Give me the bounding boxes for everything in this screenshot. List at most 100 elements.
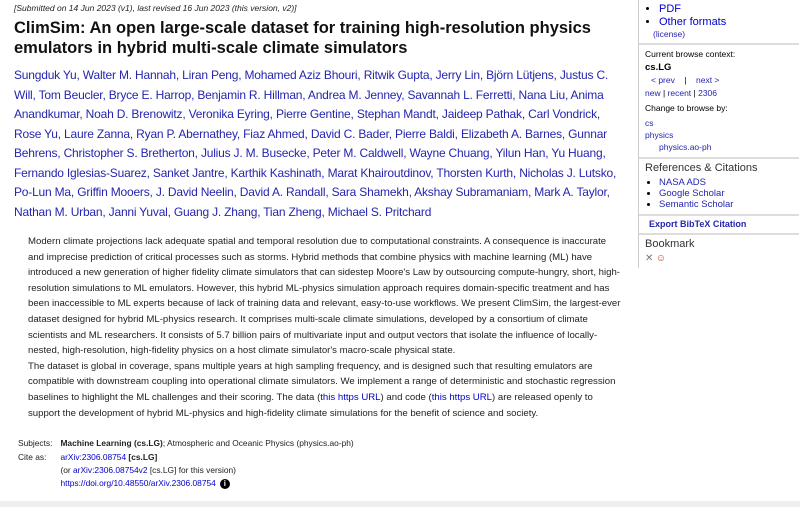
paper-title: ClimSim: An open large-scale dataset for… (14, 19, 591, 57)
author-link[interactable]: Tom Beucler (38, 87, 103, 102)
browse-context-box: Current browse context: cs.LG < prev | n… (639, 45, 799, 159)
author-link[interactable]: Po-Lun Ma (14, 185, 71, 199)
abstract: Modern climate projections lack adequate… (28, 234, 623, 421)
author-link[interactable]: Sanket Jantre (152, 165, 225, 180)
prev-link[interactable]: < prev (651, 75, 675, 85)
nasa-ads-link[interactable]: NASA ADS (659, 177, 706, 188)
author-link[interactable]: Thorsten Kurth (436, 165, 513, 180)
author-link[interactable]: Fiaz Ahmed (243, 126, 305, 141)
author-link[interactable]: David C. Bader (310, 126, 389, 141)
download-box: PDF Other formats (license) (639, 0, 799, 45)
abstract-text: ) are released openly to support the dev… (28, 391, 593, 419)
author-link[interactable]: Mark A. Taylor (534, 185, 607, 199)
author-link[interactable]: Laure Zanna (64, 126, 130, 141)
author-link[interactable]: Griffin Mooers (77, 185, 150, 199)
browse-cs-link[interactable]: cs (645, 118, 654, 128)
author-link[interactable]: Mohamed Aziz Bhouri (244, 68, 358, 82)
cite-text: [cs.LG] for this version) (147, 464, 236, 475)
author-link[interactable]: Peter M. Caldwell (312, 146, 404, 160)
semantic-scholar-link[interactable]: Semantic Scholar (659, 199, 734, 210)
author-link[interactable]: Walter M. Hannah (82, 68, 176, 82)
bookmark-title: Bookmark (645, 238, 695, 250)
author-link[interactable]: Guang J. Zhang (173, 204, 258, 219)
references-box: References & Citations NASA ADS Google S… (639, 159, 799, 216)
export-bibtex-link[interactable]: Export BibTeX Citation (649, 219, 747, 229)
author-link[interactable]: Pierre Gentine (275, 107, 351, 121)
references-title: References & Citations (645, 162, 758, 174)
abstract-paragraph-1: Modern climate projections lack adequate… (28, 236, 621, 357)
author-link[interactable]: Janni Yuval (108, 204, 168, 219)
month-link[interactable]: 2306 (698, 88, 718, 98)
author-link[interactable]: Sungduk Yu (14, 68, 77, 82)
change-browse-label: Change to browse by: (645, 103, 728, 113)
author-link[interactable]: Christopher S. Bretherton (63, 146, 195, 160)
author-link[interactable]: Sara Shamekh (331, 185, 409, 199)
doi-link[interactable]: https://doi.org/10.48550/arXiv.2306.0875… (60, 478, 216, 489)
author-link[interactable]: Nana Liu (518, 87, 566, 102)
author-link[interactable]: Michael S. Pritchard (327, 204, 432, 219)
author-link[interactable]: Elizabeth A. Barnes (460, 126, 562, 141)
data-url-link[interactable]: this https URL (320, 391, 381, 403)
author-link[interactable]: Yilun Han (495, 146, 546, 160)
author-link[interactable]: Ryan P. Abernathey (136, 126, 237, 141)
google-scholar-link[interactable]: Google Scholar (659, 188, 725, 199)
author-link[interactable]: Bryce E. Harrop (108, 87, 192, 102)
license-link[interactable]: (license) (653, 29, 686, 39)
author-link[interactable]: David A. Randall (239, 185, 326, 199)
author-link[interactable]: J. David Neelin (155, 185, 234, 199)
sidebar: PDF Other formats (license) Current brow… (638, 0, 799, 268)
bibtex-box: Export BibTeX Citation (639, 216, 799, 235)
author-link[interactable]: Tian Zheng (263, 204, 322, 219)
author-link[interactable]: Fernando Iglesias-Suarez (14, 165, 147, 180)
author-list: Sungduk Yu, Walter M. Hannah, Liran Peng… (14, 68, 617, 219)
new-link[interactable]: new (645, 88, 661, 98)
other-formats-link[interactable]: Other formats (659, 16, 727, 28)
author-link[interactable]: Andrea M. Jenney (307, 87, 402, 102)
author-link[interactable]: Rose Yu (14, 126, 58, 141)
cite-label: Cite as: (18, 451, 47, 462)
author-link[interactable]: Savannah L. Ferretti (407, 87, 513, 102)
reddit-icon[interactable]: ☺ (655, 253, 666, 264)
abstract-paragraph-2: The dataset is global in coverage, spans… (28, 359, 623, 421)
pdf-link[interactable]: PDF (659, 3, 681, 15)
main-content: [Submitted on 14 Jun 2023 (v1), last rev… (14, 0, 630, 491)
author-link[interactable]: Jerry Lin (435, 68, 480, 82)
cite-text: (or (60, 464, 74, 475)
next-link[interactable]: next > (696, 75, 720, 85)
footer-divider (0, 500, 800, 507)
abstract-text: ) and code ( (380, 391, 432, 403)
author-link[interactable]: Karthik Kashinath (230, 165, 322, 180)
author-link[interactable]: Veronika Eyring (188, 107, 270, 121)
author-link[interactable]: Justus C. Will (14, 68, 609, 102)
author-link[interactable]: Nicholas J. Lutsko (519, 165, 613, 180)
author-link[interactable]: Anima Anandkumar (14, 87, 604, 122)
info-icon[interactable]: i (219, 479, 230, 490)
author-link[interactable]: Ritwik Gupta (363, 68, 430, 82)
arxiv-category: [cs.LG] (126, 451, 158, 462)
author-link[interactable]: Benjamin R. Hillman (197, 87, 303, 102)
author-link[interactable]: Carl Vondrick (528, 107, 597, 121)
recent-link[interactable]: recent (667, 88, 692, 98)
browse-physics-link[interactable]: physics (645, 130, 674, 140)
author-link[interactable]: Julius J. M. Busecke (200, 146, 307, 160)
author-link[interactable]: Stephan Mandt (356, 107, 436, 121)
bibsonomy-icon[interactable]: ✕ (645, 253, 654, 264)
author-link[interactable]: Wayne Chuang (409, 146, 490, 160)
author-link[interactable]: Jaideep Pathak (441, 107, 522, 121)
primary-subject: Machine Learning (cs.LG) (60, 438, 163, 449)
submission-dateline: [Submitted on 14 Jun 2023 (v1), last rev… (14, 3, 297, 13)
arxiv-version-link[interactable]: arXiv:2306.08754v2 (73, 464, 148, 475)
author-link[interactable]: Marat Khairoutdinov (327, 165, 431, 180)
author-link[interactable]: Nathan M. Urban (14, 204, 103, 219)
author-link[interactable]: Akshay Subramaniam (414, 185, 528, 199)
author-link[interactable]: Noah D. Brenowitz (85, 107, 183, 121)
arxiv-id-link[interactable]: arXiv:2306.08754 (60, 451, 127, 462)
code-url-link[interactable]: this https URL (431, 391, 492, 403)
author-link[interactable]: Björn Lütjens (486, 68, 554, 82)
author-link[interactable]: Gunnar Behrens (14, 126, 607, 161)
author-link[interactable]: Liran Peng (182, 68, 239, 82)
author-link[interactable]: Yu Huang (551, 146, 603, 160)
browse-physics-ao-link[interactable]: physics.ao-ph (659, 142, 712, 152)
subjects-label: Subjects: (18, 438, 53, 449)
author-link[interactable]: Pierre Baldi (395, 126, 455, 141)
